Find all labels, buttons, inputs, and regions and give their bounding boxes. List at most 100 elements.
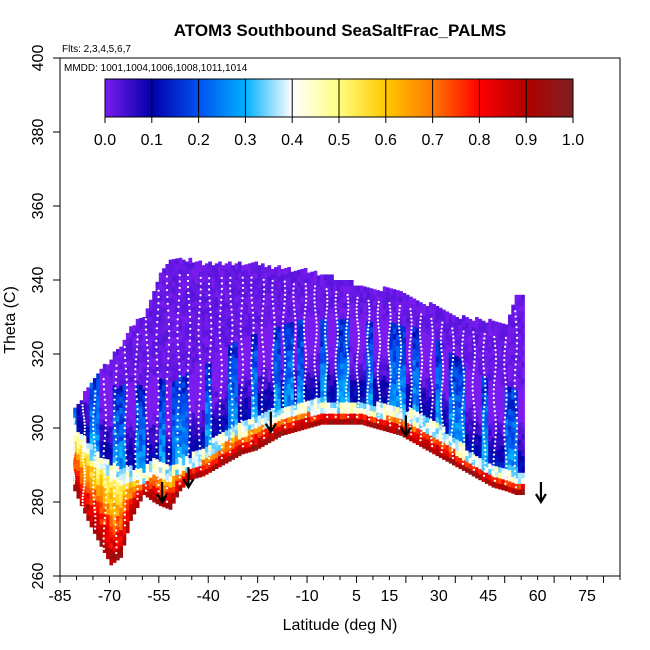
heatmap-cell [445,355,450,362]
track-point [103,398,107,401]
heatmap-cell [274,344,278,351]
track-point [156,421,159,424]
heatmap-cell [392,389,397,396]
track-point [70,462,74,466]
heatmap-cell [191,329,196,335]
heatmap-cell [237,405,242,412]
heatmap-cell [145,458,150,465]
heatmap-cell [438,407,443,414]
track-point [294,389,297,392]
heatmap-cell [79,461,84,468]
heatmap-cell [158,366,163,373]
heatmap-cell [280,296,285,303]
track-point [113,489,116,492]
heatmap-cell [498,344,502,351]
heatmap-cell [102,452,107,459]
track-point [136,487,139,490]
heatmap-cell [330,374,334,381]
heatmap-cell [274,394,278,401]
heatmap-cell [389,371,394,378]
heatmap-cell [290,327,295,334]
heatmap-cell [307,405,311,412]
heatmap-cell [461,420,466,427]
heatmap-cell [316,380,321,387]
heatmap-cell [346,396,351,403]
heatmap-cell [448,341,453,347]
heatmap-cell [198,371,203,378]
heatmap-cell [498,416,502,423]
heatmap-cell [521,444,525,451]
heatmap-cell [287,333,291,340]
heatmap-cell [270,413,275,420]
heatmap-cell [247,413,252,420]
heatmap-cell [428,396,433,403]
track-point [115,551,118,555]
track-point [240,307,243,310]
heatmap-cell [399,324,403,331]
heatmap-cell [320,407,324,414]
track-point [251,422,254,425]
heatmap-cell [142,350,147,357]
heatmap-cell [481,387,486,394]
heatmap-cell [125,410,130,417]
heatmap-cell [122,489,127,496]
track-point [83,428,86,432]
heatmap-cell [455,355,459,362]
heatmap-cell [125,388,130,395]
heatmap-cell [432,342,436,349]
track-point [294,334,297,337]
heatmap-cell [415,383,420,390]
heatmap-cell [195,405,199,412]
heatmap-cell [92,494,97,501]
heatmap-cell [86,437,91,444]
heatmap-cell [139,351,143,358]
heatmap-cell [231,398,235,405]
heatmap-cell [96,517,100,524]
heatmap-cell [178,424,183,431]
heatmap-cell [254,378,259,384]
heatmap-cell [366,320,371,327]
heatmap-cell [204,346,209,353]
heatmap-cell [191,301,196,308]
track-point [272,375,275,379]
heatmap-cell [73,429,77,436]
heatmap-cell [132,480,137,487]
track-point [282,315,285,318]
heatmap-cell [142,455,147,462]
track-point [147,442,150,445]
heatmap-cell [89,443,94,450]
track-point [271,353,274,356]
heatmap-cell [119,440,123,447]
track-point [178,375,181,378]
heatmap-cell [168,476,173,483]
track-point [219,429,222,432]
heatmap-cell [148,360,153,367]
heatmap-cell [254,283,259,290]
heatmap-cell [221,359,226,366]
heatmap-cell [336,296,341,303]
heatmap-cell [211,398,216,405]
heatmap-cell [116,510,120,516]
heatmap-cell [412,337,417,344]
heatmap-cell [251,290,255,297]
heatmap-cell [204,318,209,325]
heatmap-cell [412,354,417,360]
heatmap-cell [432,304,436,310]
heatmap-cell [211,403,216,410]
heatmap-cell [330,357,334,364]
heatmap-cell [109,403,114,410]
heatmap-cell [73,413,77,420]
heatmap-cell [379,396,384,403]
heatmap-cell [201,392,206,399]
heatmap-cell [508,358,512,365]
heatmap-cell [396,340,400,347]
heatmap-cell [231,387,235,394]
heatmap-cell [178,329,183,336]
heatmap-cell [488,468,492,475]
heatmap-cell [234,385,239,392]
track-point [103,516,107,520]
heatmap-cell [501,456,506,463]
heatmap-cell [188,341,193,347]
heatmap-cell [488,446,492,453]
heatmap-cell [461,426,466,433]
